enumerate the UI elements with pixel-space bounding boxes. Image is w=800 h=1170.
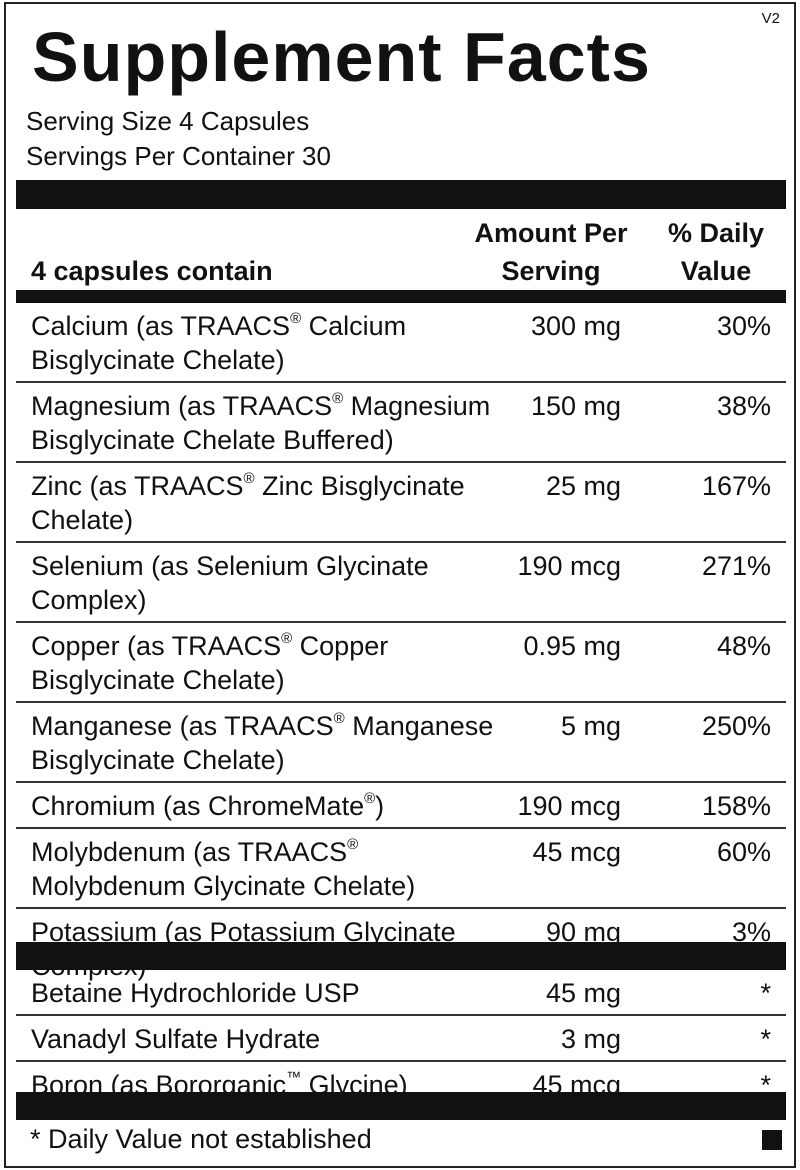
amount: 3 mg bbox=[560, 1024, 621, 1054]
serving-size: Serving Size 4 Capsules bbox=[26, 106, 310, 136]
table-row: Zinc (as TRAACS® Zinc Bisglycinate Chela… bbox=[16, 463, 786, 543]
divider-bar bbox=[16, 1092, 786, 1120]
nutrient-name: Vanadyl Sulfate Hydrate bbox=[31, 1024, 321, 1054]
nutrient-name: Betaine Hydrochloride USP bbox=[31, 978, 360, 1008]
daily-value: 30% bbox=[716, 311, 771, 341]
amount: 190 mcg bbox=[517, 791, 621, 821]
header-cell: Amount Per Serving bbox=[474, 218, 628, 286]
daily-value: 158% bbox=[701, 791, 771, 821]
nutrient-name: Copper (as TRAACS® Copper Bisglycinate C… bbox=[31, 630, 389, 695]
amount: 300 mg bbox=[530, 311, 621, 341]
other-table: Betaine Hydrochloride USP 45 mg * Vanadyl S… bbox=[16, 970, 786, 1106]
table-row: Vanadyl Sulfate Hydrate 3 mg * bbox=[16, 1016, 786, 1062]
nutrient-name: Magnesium (as TRAACS® Magnesium Bisglyci… bbox=[31, 390, 491, 455]
footnote: * Daily Value not established bbox=[30, 1124, 372, 1154]
amount: 5 mg bbox=[560, 711, 621, 741]
table-row: Betaine Hydrochloride USP 45 mg * bbox=[16, 970, 786, 1016]
table-row: Magnesium (as TRAACS® Magnesium Bisglyci… bbox=[16, 383, 786, 463]
supplement-label: Supplement Facts V2 Serving Size 4 Capsu… bbox=[4, 2, 796, 1168]
nutrient-name: Zinc (as TRAACS® Zinc Bisglycinate Chela… bbox=[31, 470, 465, 535]
nutrient-name: Manganese (as TRAACS® Manganese Bisglyci… bbox=[31, 710, 494, 775]
servings-per-container: Servings Per Container 30 bbox=[26, 141, 331, 171]
daily-value: 250% bbox=[701, 711, 771, 741]
amount: 190 mcg bbox=[517, 551, 621, 581]
table-row: Manganese (as TRAACS® Manganese Bisglyci… bbox=[16, 703, 786, 783]
daily-value: * bbox=[760, 978, 771, 1008]
table-row: Chromium (as ChromeMate®) 190 mcg 158% bbox=[16, 783, 786, 829]
nutrient-name: Chromium (as ChromeMate®) bbox=[31, 790, 385, 821]
daily-value: * bbox=[760, 1024, 771, 1054]
nutrient-table: Calcium (as TRAACS® Calcium Bisglycinate… bbox=[16, 303, 786, 987]
daily-value: 60% bbox=[716, 837, 771, 867]
version: V2 bbox=[761, 10, 780, 27]
divider-bar bbox=[16, 290, 786, 303]
title: Supplement Facts bbox=[32, 18, 651, 96]
daily-value: 48% bbox=[716, 631, 771, 661]
daily-value: * bbox=[760, 1070, 771, 1100]
table-header: 4 capsules contain Amount Per Serving % … bbox=[16, 210, 786, 290]
divider-bar bbox=[16, 180, 786, 209]
nutrient-name: Calcium (as TRAACS® Calcium Bisglycinate… bbox=[31, 310, 407, 375]
daily-value: 167% bbox=[701, 471, 771, 501]
amount: 45 mg bbox=[545, 978, 621, 1008]
header-cell: 4 capsules contain bbox=[31, 256, 273, 286]
table-row: Copper (as TRAACS® Copper Bisglycinate C… bbox=[16, 623, 786, 703]
amount: 0.95 mg bbox=[523, 631, 621, 661]
amount: 150 mg bbox=[530, 391, 621, 421]
daily-value: 271% bbox=[701, 551, 771, 581]
table-row: Selenium (as Selenium Glycinate Complex)… bbox=[16, 543, 786, 623]
nutrient-name: Molybdenum (as TRAACS® Molybdenum Glycin… bbox=[31, 836, 416, 901]
header-cell: % Daily Value bbox=[667, 218, 765, 286]
divider-bar bbox=[16, 942, 786, 970]
icon bbox=[762, 1130, 782, 1150]
table-row: Calcium (as TRAACS® Calcium Bisglycinate… bbox=[16, 303, 786, 383]
daily-value: 38% bbox=[716, 391, 771, 421]
amount: 45 mcg bbox=[532, 837, 621, 867]
table-row: Molybdenum (as TRAACS® Molybdenum Glycin… bbox=[16, 829, 786, 909]
amount: 25 mg bbox=[545, 471, 621, 501]
nutrient-name: Selenium (as Selenium Glycinate Complex) bbox=[31, 551, 429, 615]
